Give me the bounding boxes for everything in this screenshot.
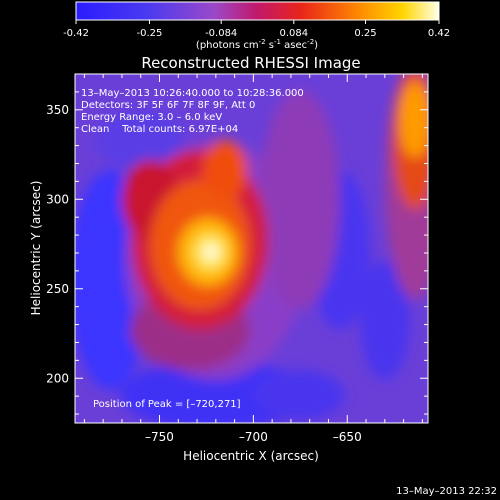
colorbar-tick-label: 0.25 bbox=[354, 28, 376, 39]
y-tick-label: 350 bbox=[46, 103, 69, 117]
y-tick-label: 200 bbox=[46, 371, 69, 385]
colorbar-units: (photons cm-2 s-1 asec-2) bbox=[196, 38, 318, 51]
annotation-peak: Position of Peak = [–720,271] bbox=[93, 399, 241, 410]
timestamp: 13–May–2013 22:32 bbox=[396, 486, 497, 497]
x-tick-label: –650 bbox=[333, 430, 362, 444]
colorbar bbox=[75, 1, 440, 21]
colorbar-tick-label: 0.084 bbox=[279, 28, 308, 39]
colorbar-tick-label: -0.25 bbox=[137, 28, 163, 39]
y-tick-label: 300 bbox=[46, 192, 69, 206]
y-tick-label: 250 bbox=[46, 282, 69, 296]
y-axis-label: Heliocentric Y (arcsec) bbox=[29, 181, 43, 316]
colorbar-tick-label: -0.42 bbox=[63, 28, 89, 39]
x-tick-label: –700 bbox=[239, 430, 268, 444]
colorbar-tick-label: 0.42 bbox=[428, 28, 450, 39]
annotation-detectors: Detectors: 3F 5F 6F 7F 8F 9F, Att 0 bbox=[81, 100, 255, 111]
axes: –750 –700 –650 200 250 300 350 bbox=[46, 73, 428, 444]
x-axis-label: Heliocentric X (arcsec) bbox=[183, 449, 319, 463]
chart-title: Reconstructed RHESSI Image bbox=[141, 54, 360, 72]
heatmap-image bbox=[75, 74, 428, 423]
annotation-time: 13–May–2013 10:26:40.000 to 10:28:36.000 bbox=[81, 88, 304, 99]
annotation-energy: Energy Range: 3.0 – 6.0 keV bbox=[81, 112, 222, 123]
x-tick-label: –750 bbox=[145, 430, 174, 444]
annotation-clean: Clean Total counts: 6.97E+04 bbox=[81, 124, 238, 135]
colorbar-tick-label: -0.084 bbox=[205, 28, 237, 39]
colorbar-ticks: -0.42 -0.25 -0.084 0.084 0.25 0.42 bbox=[63, 20, 450, 39]
plot-frame bbox=[74, 73, 429, 424]
